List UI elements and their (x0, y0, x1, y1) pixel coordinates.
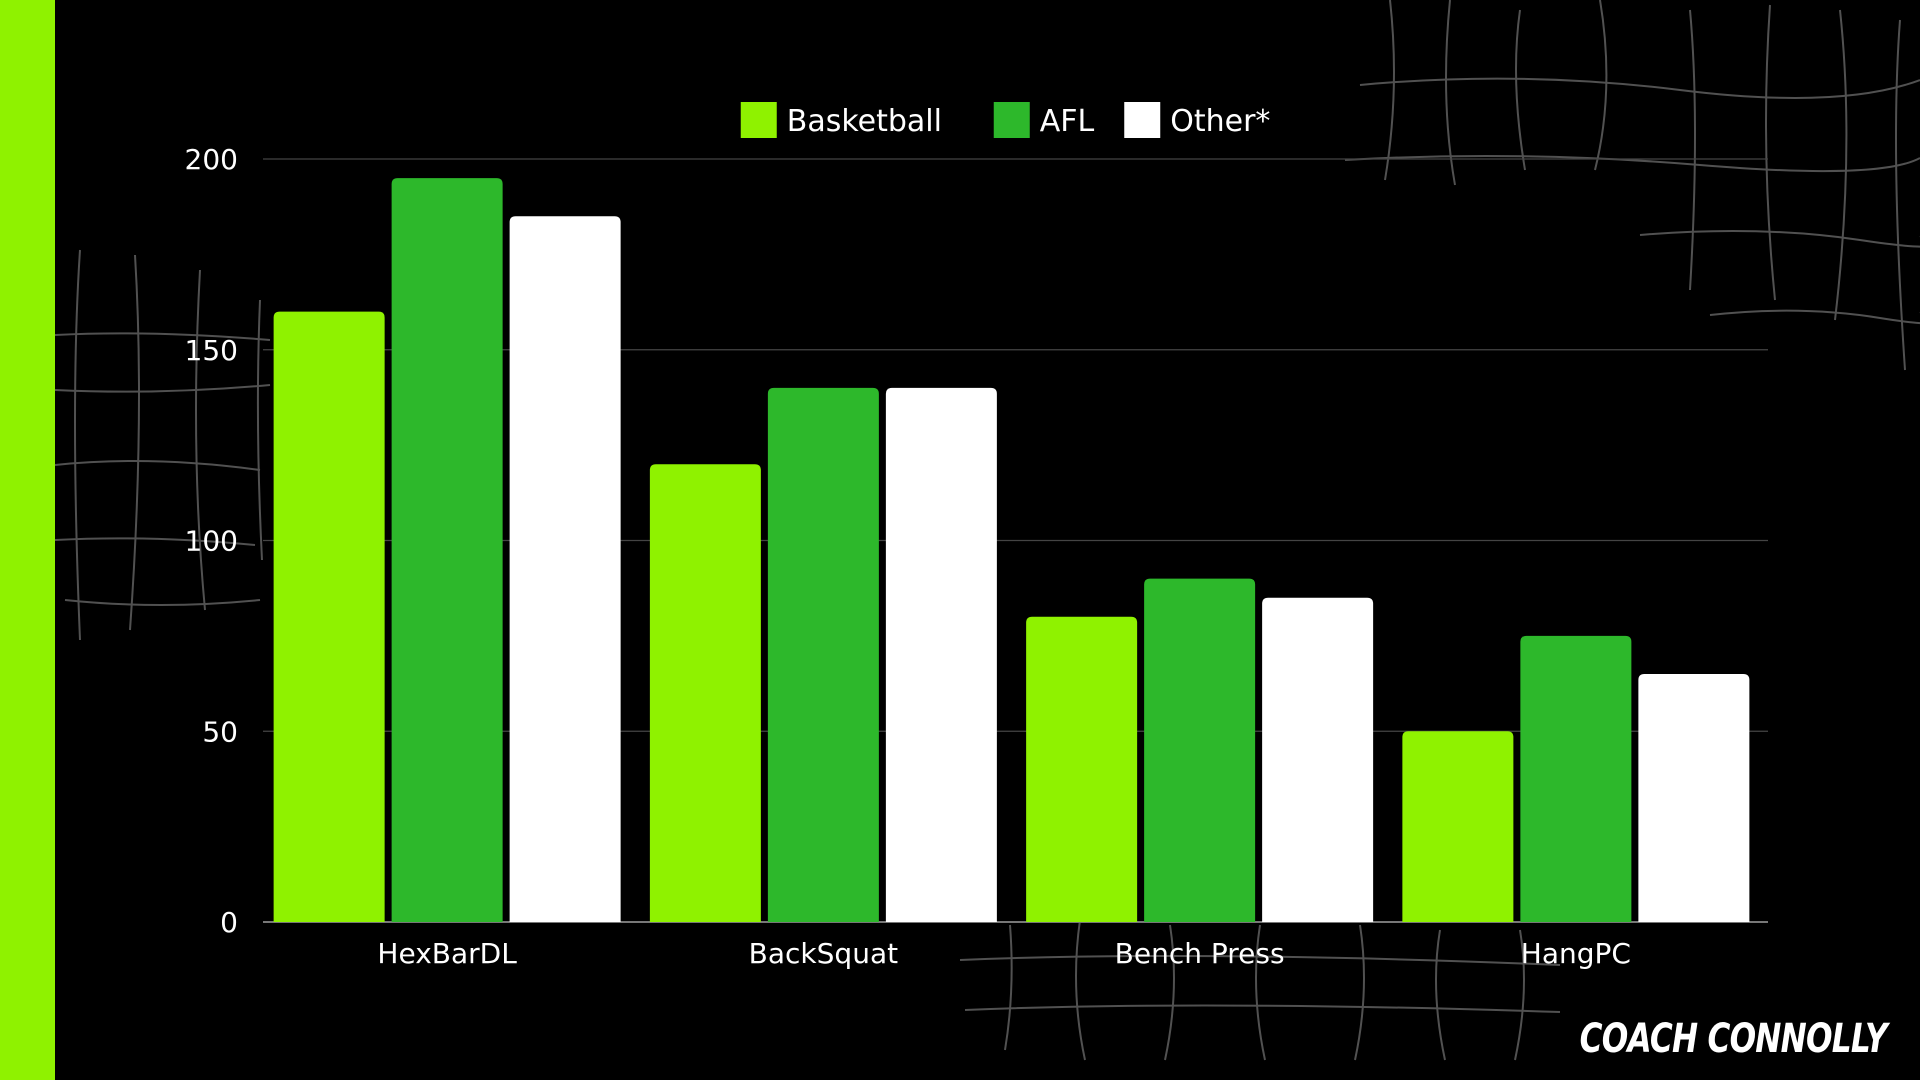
x-tick-label: HangPC (1521, 937, 1631, 970)
brand-logo-text: COACH CONNOLLY (1579, 1016, 1888, 1062)
y-tick-label: 100 (185, 525, 238, 558)
bar-afl-hexbardl (391, 178, 503, 922)
accent-side-bar (0, 0, 55, 1080)
bar-other-hangpc (1638, 674, 1750, 922)
bar-other-hexbardl (509, 216, 621, 923)
y-tick-label: 50 (202, 715, 238, 748)
y-tick-label: 0 (220, 906, 238, 939)
legend-label: Other* (1170, 104, 1270, 139)
bar-other-backsquat (885, 387, 997, 922)
legend-label: AFL (1040, 104, 1095, 139)
y-axis-ticks: 0 50 100 150 200 (185, 143, 238, 939)
y-tick-label: 150 (185, 334, 238, 367)
x-axis-ticks: HexBarDL BackSquat Bench Press HangPC (377, 937, 1631, 970)
bar-other-bench-press (1262, 597, 1374, 922)
bar-basketball-hexbardl (273, 311, 385, 923)
bar-afl-bench-press (1144, 578, 1256, 922)
legend-swatch (993, 102, 1030, 138)
x-tick-label: HexBarDL (377, 937, 517, 970)
bar-basketball-hangpc (1402, 731, 1514, 922)
bar-afl-hangpc (1520, 635, 1632, 922)
x-tick-label: Bench Press (1115, 937, 1285, 970)
bar-basketball-backsquat (649, 464, 761, 922)
y-tick-label: 200 (185, 143, 238, 176)
bar-afl-backsquat (767, 387, 879, 922)
chart-legend: Basketball AFL Other* (740, 102, 1270, 139)
bar-series (273, 178, 1750, 923)
legend-swatch (1124, 102, 1161, 138)
bar-basketball-bench-press (1026, 616, 1138, 922)
legend-label: Basketball (787, 104, 942, 139)
legend-swatch (740, 102, 777, 138)
x-tick-label: BackSquat (749, 937, 898, 970)
